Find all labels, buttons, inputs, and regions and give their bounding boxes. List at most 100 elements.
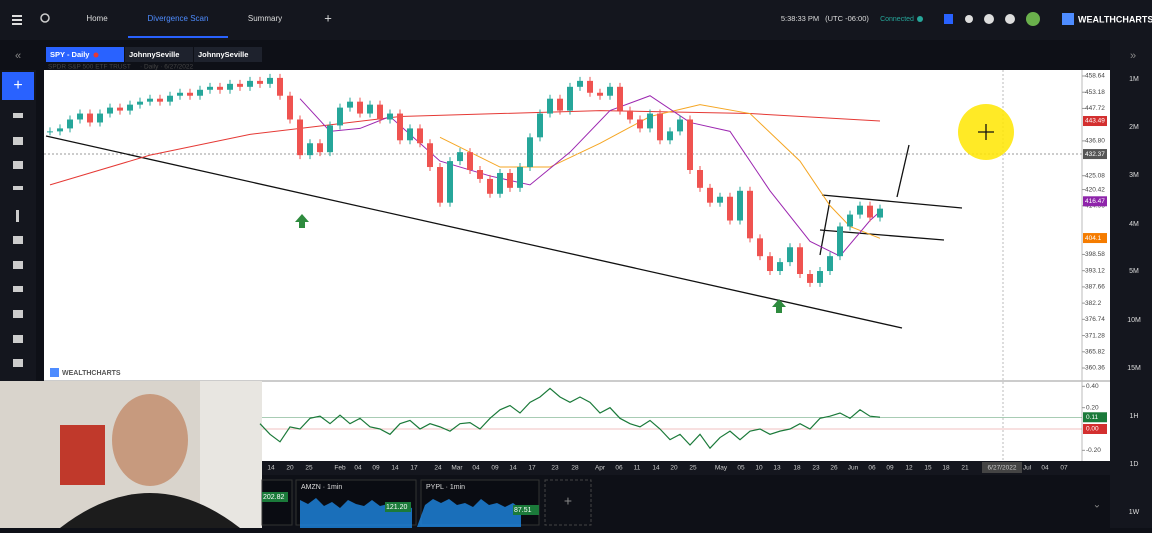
- candle-body: [747, 190, 753, 239]
- webcam-shirt: [60, 493, 240, 528]
- summary-tab[interactable]: Summary: [248, 14, 282, 23]
- candle-body: [527, 137, 533, 168]
- price-tick-label: 425.08: [1085, 172, 1105, 179]
- timeframe[interactable]: 1H: [1130, 413, 1139, 420]
- candle-body: [757, 238, 763, 257]
- timeframe[interactable]: 2M: [1129, 124, 1139, 131]
- date-label: 14: [509, 465, 517, 472]
- timeframe[interactable]: 4M: [1129, 221, 1139, 228]
- settings-icon[interactable]: [984, 14, 994, 24]
- candle-body: [147, 98, 153, 102]
- tab[interactable]: [194, 47, 262, 62]
- osc-badge: [1083, 412, 1107, 423]
- candle-body: [377, 104, 383, 120]
- save-icon[interactable]: [944, 14, 953, 24]
- mini-price-badge: [513, 505, 539, 515]
- tool-active[interactable]: [2, 72, 34, 100]
- timeframe[interactable]: 1W: [1129, 509, 1140, 516]
- osc-badge-label: 0.00: [1086, 426, 1099, 433]
- tab[interactable]: [125, 47, 193, 62]
- candle-body: [357, 101, 363, 114]
- candle-body: [57, 128, 63, 132]
- candle-body: [137, 101, 143, 105]
- date-label: 04: [1041, 465, 1049, 472]
- candle-body: [337, 107, 343, 126]
- date-label: 11: [634, 465, 641, 472]
- candle-body: [517, 167, 523, 188]
- price-tick-label: 436.80: [1085, 138, 1105, 145]
- price-tick-label: 393.12: [1085, 267, 1105, 274]
- webcam-jersey: [60, 425, 105, 485]
- candle-body: [857, 205, 863, 215]
- date-label: 12: [905, 465, 913, 472]
- price-badge-label: 443.49: [1085, 118, 1105, 125]
- candle-body: [717, 196, 723, 203]
- candle-body: [117, 107, 123, 111]
- tab-active[interactable]: [46, 47, 124, 62]
- price-badge: [1083, 116, 1107, 127]
- status-dot: [917, 16, 923, 22]
- price-tick-label: 376.74: [1085, 316, 1105, 323]
- candle-body: [187, 92, 193, 96]
- timeframe[interactable]: 5M: [1129, 268, 1139, 275]
- candle-body: [277, 77, 283, 96]
- candle-body: [317, 143, 323, 153]
- tool-icons[interactable]: [13, 113, 23, 367]
- candle-body: [327, 125, 333, 153]
- signal-arrows: [295, 214, 786, 313]
- date-label: Feb: [334, 465, 346, 472]
- date-label: 09: [886, 465, 894, 472]
- date-label: 06: [615, 465, 623, 472]
- candle-body: [497, 172, 503, 194]
- candle-body: [407, 128, 413, 141]
- candle-body: [787, 247, 793, 263]
- candle-body: [97, 113, 103, 123]
- add-tab[interactable]: +: [324, 10, 332, 25]
- mini-chart[interactable]: [261, 479, 293, 526]
- timeframe[interactable]: 1M: [1129, 76, 1139, 83]
- date-label: 05: [737, 465, 745, 472]
- candle-body: [487, 178, 493, 194]
- date-bar: [262, 461, 1110, 475]
- osc-tick-label: 0.20: [1086, 404, 1099, 411]
- timeframe[interactable]: 1D: [1130, 461, 1139, 468]
- scan-tab[interactable]: Divergence Scan: [148, 14, 209, 23]
- collapse-right[interactable]: »: [1130, 50, 1136, 62]
- timeframe[interactable]: 3M: [1129, 172, 1139, 179]
- date-label: Jul: [1023, 465, 1032, 472]
- watermark: WEALTHCHARTS: [62, 370, 121, 377]
- candle-body: [217, 86, 223, 90]
- date-label: 15: [924, 465, 932, 472]
- trend-lines[interactable]: [45, 135, 963, 329]
- date-label: 09: [491, 465, 499, 472]
- mini-title: PYPL · 1min: [426, 484, 465, 491]
- cross-tool[interactable]: +: [13, 77, 22, 94]
- brand: WEALTHCHARTS: [1078, 14, 1152, 24]
- expand[interactable]: ⌄: [1093, 500, 1101, 511]
- price-tick-label: 387.66: [1085, 284, 1105, 291]
- price-badge-label: 432.37: [1085, 151, 1105, 158]
- date-label: 07: [1060, 465, 1068, 472]
- status: Connected: [880, 16, 914, 23]
- candle-body: [427, 143, 433, 168]
- price-tick-label: 447.72: [1085, 105, 1105, 112]
- search-icon[interactable]: [40, 13, 50, 23]
- candle-body: [47, 131, 53, 133]
- timeframe[interactable]: 10M: [1127, 317, 1141, 324]
- collapse-left[interactable]: «: [15, 50, 21, 62]
- date-label: May: [715, 465, 728, 472]
- candle-body: [687, 119, 693, 171]
- candle-body: [507, 172, 513, 188]
- candle-body: [267, 77, 273, 84]
- date-label: 25: [689, 465, 697, 472]
- help-icon[interactable]: [1005, 14, 1015, 24]
- menu-icon[interactable]: [12, 15, 22, 25]
- add-icon[interactable]: +: [564, 493, 572, 509]
- mini-price-badge: [385, 502, 411, 512]
- home-tab[interactable]: Home: [86, 14, 108, 23]
- avatar[interactable]: [1026, 12, 1040, 26]
- date-badge: [982, 462, 1022, 473]
- bell-icon[interactable]: [965, 15, 973, 23]
- timeframe[interactable]: 15M: [1127, 365, 1141, 372]
- add-mini-chart[interactable]: [544, 479, 592, 526]
